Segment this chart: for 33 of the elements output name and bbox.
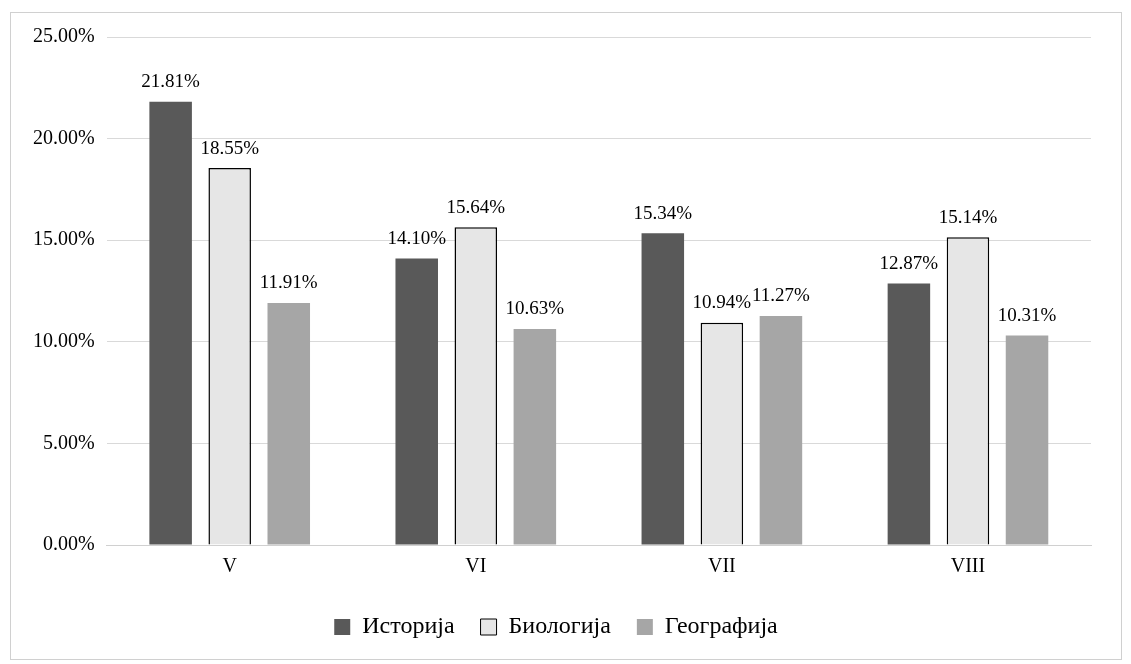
data-label: 15.34%: [633, 201, 693, 223]
bar: [395, 258, 438, 545]
bar: [887, 283, 931, 545]
bar: [1005, 335, 1049, 545]
y-tick-label: 0.00%: [42, 532, 95, 555]
bar: [513, 329, 557, 545]
x-tick-label: VI: [465, 554, 487, 577]
data-label: 10.31%: [997, 303, 1057, 325]
y-tick-label: 20.00%: [32, 125, 95, 148]
data-label: 12.87%: [879, 251, 939, 273]
legend-label: Историја: [362, 612, 455, 639]
data-label: 14.10%: [387, 226, 447, 248]
bar: [641, 233, 685, 545]
data-label: 15.64%: [446, 195, 506, 217]
data-label: 18.55%: [200, 136, 260, 158]
legend-label: Биологија: [508, 612, 612, 639]
x-tick-label: VII: [707, 554, 736, 577]
legend-label: Географија: [664, 612, 779, 639]
data-label: 11.91%: [259, 271, 318, 293]
bar: [759, 315, 803, 545]
data-label: 10.63%: [505, 297, 565, 319]
data-label: 11.27%: [752, 284, 811, 306]
y-tick-label: 15.00%: [32, 227, 95, 250]
data-label: 21.81%: [141, 70, 201, 92]
bar: [267, 302, 311, 545]
data-label: 15.14%: [938, 205, 998, 227]
y-tick-label: 10.00%: [32, 329, 95, 352]
y-tick-label: 5.00%: [42, 430, 95, 453]
x-tick-label: VIII: [950, 554, 986, 577]
y-tick-label: 25.00%: [32, 24, 95, 47]
bar: [149, 101, 192, 545]
data-label: 10.94%: [692, 291, 752, 313]
x-tick-label: V: [222, 554, 238, 577]
